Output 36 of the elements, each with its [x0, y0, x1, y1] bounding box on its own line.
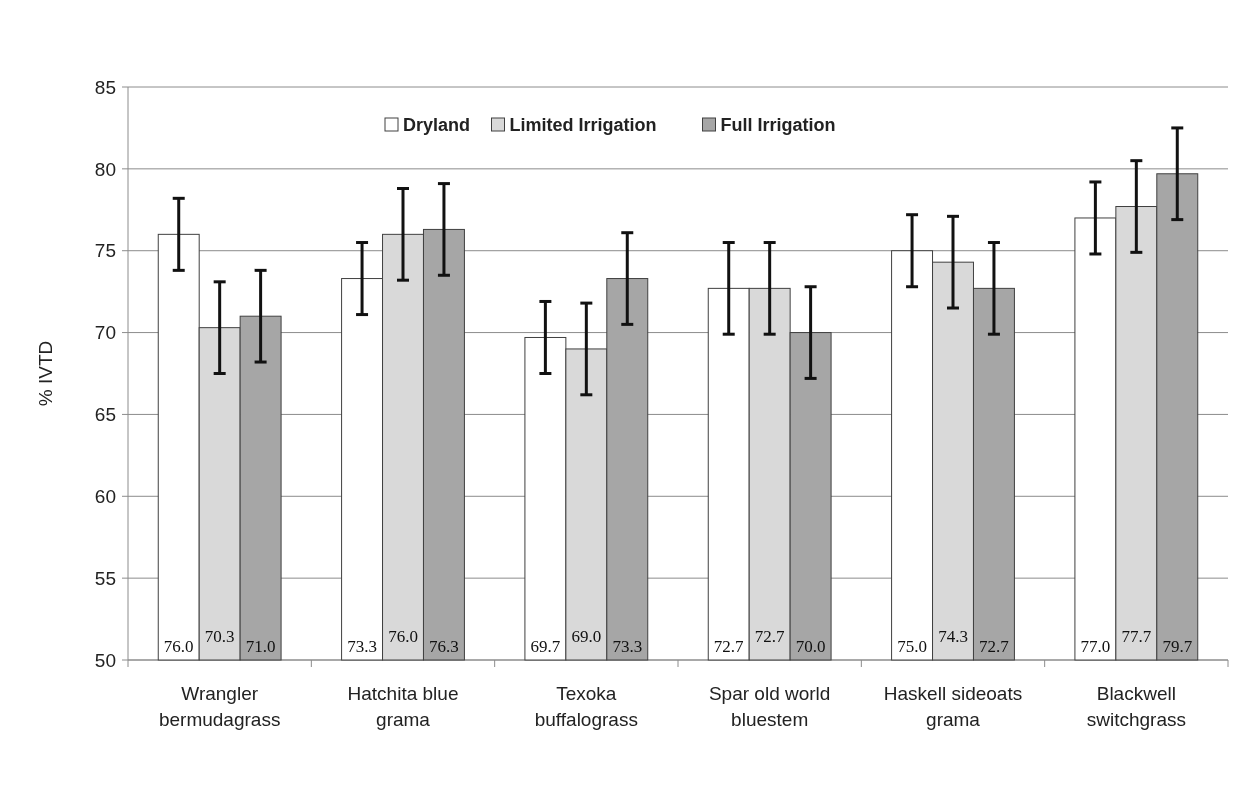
x-tick-label: Blackwell switchgrass — [1086, 683, 1186, 730]
data-label: 72.7 — [754, 627, 786, 646]
x-tick-label: Haskell sideoats grama — [883, 683, 1023, 730]
data-label: 69.7 — [530, 637, 561, 656]
legend-label: Limited Irrigation — [509, 115, 657, 136]
data-label: 70.3 — [204, 627, 235, 646]
data-label: 79.7 — [1162, 637, 1193, 656]
data-label: 76.0 — [163, 637, 194, 656]
data-label: 69.0 — [571, 627, 602, 646]
y-tick-label: 60 — [94, 485, 116, 507]
data-label: 75.0 — [897, 637, 927, 656]
y-tick-label: 85 — [94, 76, 116, 98]
data-label: 70.0 — [795, 637, 826, 656]
legend-label: Dryland — [403, 115, 471, 136]
x-tick-label: Wrangler bermudagrass — [158, 683, 281, 730]
x-tick-label: Hatchita blue grama — [347, 683, 459, 730]
data-label: 77.7 — [1121, 627, 1152, 646]
data-label: 72.7 — [979, 637, 1010, 656]
x-tick-label: Texoka buffalograss — [534, 683, 638, 730]
y-axis-title: % IVTD — [35, 340, 56, 407]
y-tick-label: 55 — [94, 567, 116, 589]
y-tick-label: 50 — [94, 649, 116, 671]
legend-label: Full Irrigation — [720, 115, 836, 136]
data-label: 76.3 — [429, 637, 459, 656]
data-label: 76.0 — [388, 627, 418, 646]
x-tick-label: Spar old world bluestem — [708, 683, 831, 730]
data-label: 71.0 — [245, 637, 276, 656]
data-label: 72.7 — [713, 637, 745, 656]
y-tick-label: 75 — [94, 240, 116, 262]
data-label: 73.3 — [347, 637, 377, 656]
y-tick-label: 65 — [94, 404, 116, 426]
data-label: 77.0 — [1080, 637, 1111, 656]
y-tick-label: 70 — [94, 322, 116, 344]
y-tick-label: 80 — [94, 158, 116, 180]
data-label: 74.3 — [938, 627, 968, 646]
data-label: 73.3 — [612, 637, 643, 656]
